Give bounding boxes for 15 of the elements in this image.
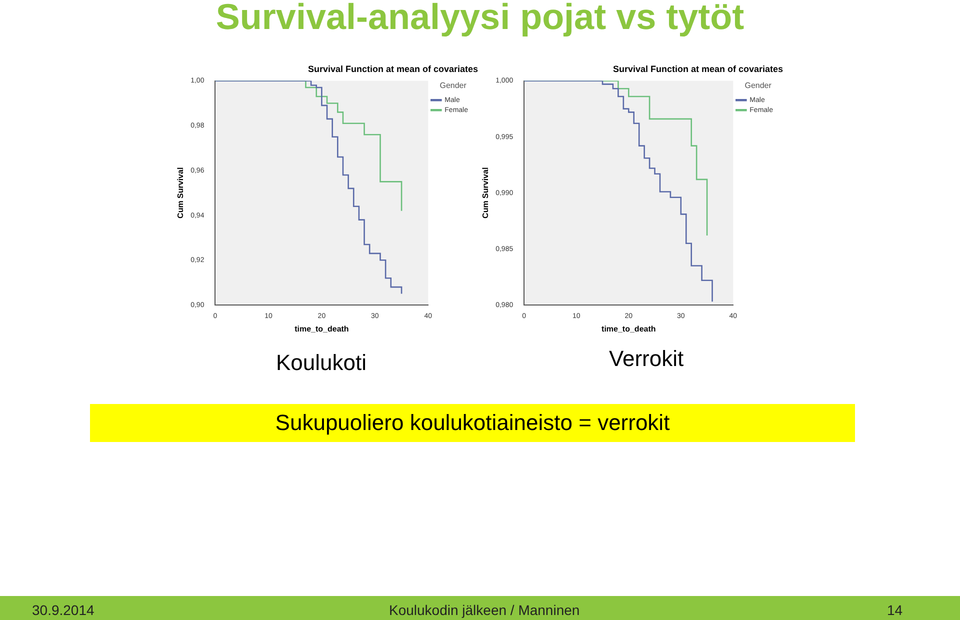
x-axis-title: time_to_death <box>294 324 349 334</box>
legend-title: Gender <box>440 81 467 90</box>
legend-title: Gender <box>744 81 772 90</box>
text: 30.9.2014 <box>32 602 94 618</box>
text: Sukupuoliero koulukotiaineisto = verrokit <box>90 404 855 442</box>
chart-title: Survival Function at mean of covariates <box>308 64 478 74</box>
text: Koulukoti <box>276 350 367 376</box>
x-axis-title: time_to_death <box>602 324 656 334</box>
chart-title: Survival Function at mean of covariates <box>612 64 783 74</box>
text: Koulukodin jälkeen / Manninen <box>389 602 580 618</box>
text: Verrokit <box>609 346 684 372</box>
y-axis-title: Cum Survival <box>176 167 186 218</box>
text: Survival-analyysi pojat vs tytöt <box>214 0 746 38</box>
y-axis-title: Cum Survival <box>481 167 490 218</box>
text: 14 <box>887 602 903 618</box>
